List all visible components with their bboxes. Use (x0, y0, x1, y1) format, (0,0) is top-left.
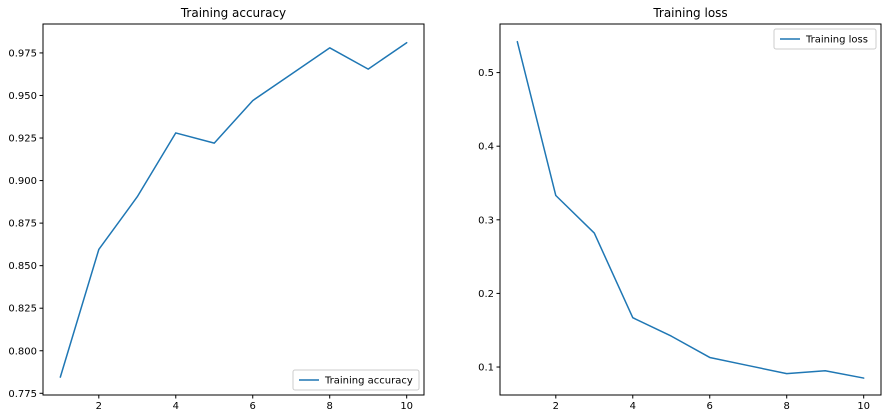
accuracy-x-tick-label: 4 (173, 401, 179, 412)
loss-chart-panel: Training loss 2 4 6 8 10 0.1 0.2 0.3 0.4 0.5 Traini… (478, 6, 882, 412)
loss-legend-label: Training loss (805, 35, 868, 46)
accuracy-y-tick-label: 0.950 (8, 91, 37, 102)
accuracy-series-line (59, 41, 408, 378)
loss-chart-title: Training loss (652, 6, 727, 20)
loss-series-line (516, 40, 865, 379)
loss-y-tick-label: 0.5 (478, 68, 494, 79)
accuracy-chart-title: Training accuracy (180, 6, 286, 20)
accuracy-x-tick-label: 10 (400, 401, 413, 412)
accuracy-y-tick-label: 0.900 (8, 176, 37, 187)
accuracy-y-tick-label: 0.975 (8, 48, 37, 59)
loss-x-tick-label: 8 (784, 401, 790, 412)
loss-x-tick-label: 6 (707, 401, 713, 412)
accuracy-y-tick-label: 0.925 (8, 134, 37, 145)
accuracy-chart-panel: Training accuracy 2 4 6 8 10 0.775 0.800 0.825 0.… (8, 6, 425, 412)
accuracy-y-tick-label: 0.800 (8, 346, 37, 357)
accuracy-legend: Training accuracy (292, 369, 420, 391)
accuracy-x-tick-label: 6 (250, 401, 256, 412)
loss-y-tick-label: 0.3 (478, 215, 494, 226)
accuracy-y-tick-label: 0.850 (8, 261, 37, 272)
accuracy-x-tick-label: 8 (327, 401, 333, 412)
loss-legend-box (773, 28, 877, 50)
loss-x-tick-label: 10 (857, 401, 870, 412)
loss-y-tick-label: 0.4 (478, 142, 494, 153)
loss-x-tick-label: 4 (630, 401, 636, 412)
loss-axes-frame (499, 23, 882, 396)
accuracy-y-tick-label: 0.825 (8, 304, 37, 315)
loss-legend: Training loss (773, 28, 877, 50)
accuracy-legend-box (292, 369, 420, 391)
accuracy-legend-label: Training accuracy (324, 376, 413, 387)
loss-y-tick-label: 0.2 (478, 289, 494, 300)
accuracy-axes-frame (42, 23, 425, 396)
accuracy-x-tick-label: 2 (96, 401, 102, 412)
accuracy-y-tick-label: 0.875 (8, 219, 37, 230)
loss-x-tick-label: 2 (553, 401, 559, 412)
accuracy-y-tick-label: 0.775 (8, 389, 37, 400)
loss-y-tick-label: 0.1 (478, 363, 494, 374)
